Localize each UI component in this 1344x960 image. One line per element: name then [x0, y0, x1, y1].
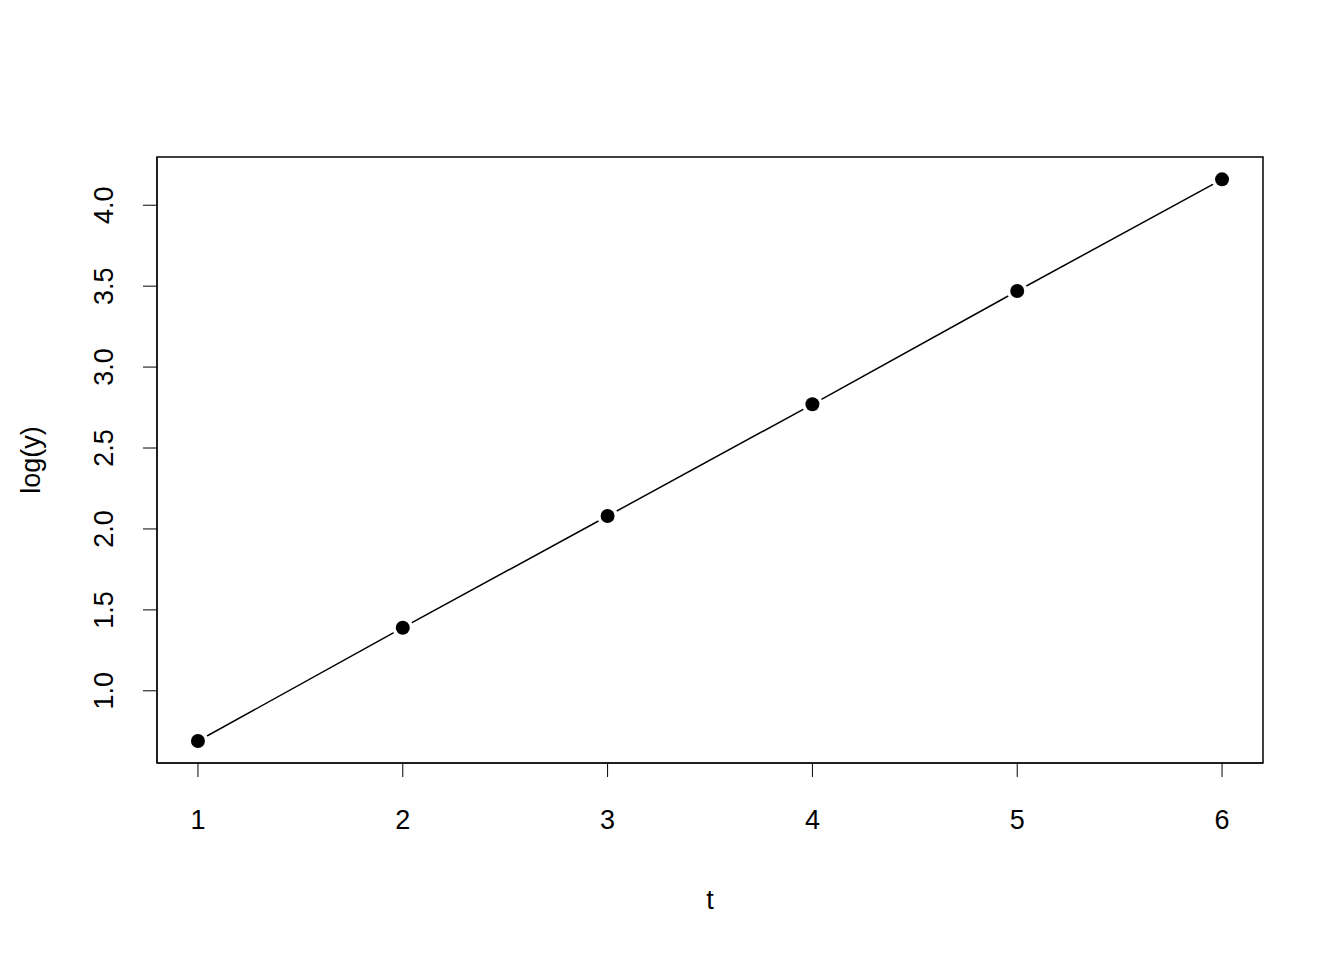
- svg-text:2.5: 2.5: [89, 429, 119, 467]
- svg-text:1: 1: [190, 805, 205, 835]
- svg-text:3.5: 3.5: [89, 267, 119, 305]
- svg-text:log(y): log(y): [16, 426, 46, 494]
- svg-text:1.0: 1.0: [89, 672, 119, 710]
- svg-text:2.0: 2.0: [89, 510, 119, 548]
- svg-text:1.5: 1.5: [89, 591, 119, 629]
- svg-text:5: 5: [1010, 805, 1025, 835]
- svg-text:3.0: 3.0: [89, 348, 119, 386]
- svg-text:3: 3: [600, 805, 615, 835]
- svg-text:t: t: [706, 885, 714, 915]
- svg-text:2: 2: [395, 805, 410, 835]
- svg-text:4.0: 4.0: [89, 186, 119, 224]
- svg-text:6: 6: [1215, 805, 1230, 835]
- svg-text:4: 4: [805, 805, 820, 835]
